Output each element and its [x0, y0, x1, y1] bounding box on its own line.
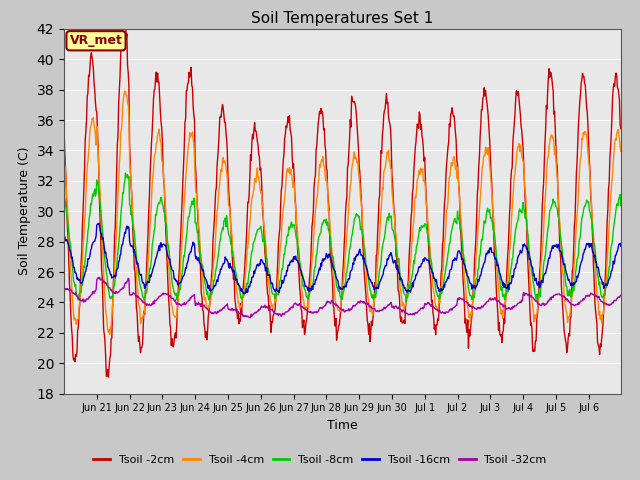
Legend: Tsoil -2cm, Tsoil -4cm, Tsoil -8cm, Tsoil -16cm, Tsoil -32cm: Tsoil -2cm, Tsoil -4cm, Tsoil -8cm, Tsoi… [89, 451, 551, 469]
Tsoil -2cm [60, 126, 68, 132]
Tsoil -16cm [350, 262, 358, 267]
Tsoil -8cm [617, 203, 625, 208]
Tsoil -2cm [617, 126, 625, 132]
Tsoil -8cm [173, 291, 181, 297]
Tsoil -4cm [350, 152, 358, 158]
Tsoil -32cm [124, 276, 132, 281]
Tsoil -16cm [397, 275, 404, 281]
Tsoil -8cm [534, 299, 541, 305]
Tsoil -8cm [124, 176, 132, 181]
Tsoil -32cm [397, 306, 404, 312]
Tsoil -16cm [240, 291, 248, 297]
Tsoil -32cm [487, 297, 495, 303]
Line: Tsoil -8cm: Tsoil -8cm [64, 173, 621, 302]
Tsoil -32cm [350, 303, 358, 309]
Tsoil -16cm [487, 245, 495, 251]
Line: Tsoil -2cm: Tsoil -2cm [64, 18, 621, 377]
Tsoil -4cm [174, 297, 182, 302]
Tsoil -16cm [124, 224, 132, 229]
Tsoil -4cm [137, 321, 145, 327]
Line: Tsoil -4cm: Tsoil -4cm [64, 91, 621, 335]
Text: VR_met: VR_met [70, 34, 122, 47]
Tsoil -2cm [104, 374, 112, 380]
Tsoil -4cm [487, 179, 495, 184]
Tsoil -4cm [125, 114, 132, 120]
Tsoil -8cm [349, 226, 357, 232]
Tsoil -2cm [487, 168, 495, 174]
Tsoil -32cm [617, 292, 625, 298]
Tsoil -8cm [60, 192, 68, 198]
Tsoil -32cm [246, 315, 254, 321]
Tsoil -2cm [397, 319, 404, 324]
Tsoil -32cm [136, 296, 143, 302]
Tsoil -32cm [173, 300, 181, 306]
Tsoil -8cm [486, 215, 494, 221]
Y-axis label: Soil Temperature (C): Soil Temperature (C) [18, 147, 31, 276]
Tsoil -16cm [617, 243, 625, 249]
Tsoil -8cm [396, 275, 404, 280]
Tsoil -2cm [125, 84, 132, 89]
Line: Tsoil -32cm: Tsoil -32cm [64, 277, 621, 318]
Tsoil -4cm [60, 145, 68, 151]
Line: Tsoil -16cm: Tsoil -16cm [64, 223, 621, 294]
Tsoil -32cm [60, 287, 68, 292]
Tsoil -16cm [173, 280, 181, 286]
Tsoil -8cm [122, 170, 129, 176]
Tsoil -2cm [174, 291, 182, 297]
X-axis label: Time: Time [327, 419, 358, 432]
Tsoil -4cm [106, 332, 114, 337]
Tsoil -4cm [121, 88, 129, 94]
Tsoil -32cm [96, 275, 104, 280]
Tsoil -16cm [136, 271, 143, 277]
Tsoil -2cm [121, 15, 129, 21]
Tsoil -2cm [137, 350, 145, 356]
Tsoil -4cm [397, 288, 404, 294]
Tsoil -2cm [350, 99, 358, 105]
Tsoil -16cm [60, 234, 68, 240]
Tsoil -8cm [136, 281, 143, 287]
Title: Soil Temperatures Set 1: Soil Temperatures Set 1 [252, 11, 433, 26]
Tsoil -4cm [617, 148, 625, 154]
Tsoil -16cm [95, 220, 102, 226]
